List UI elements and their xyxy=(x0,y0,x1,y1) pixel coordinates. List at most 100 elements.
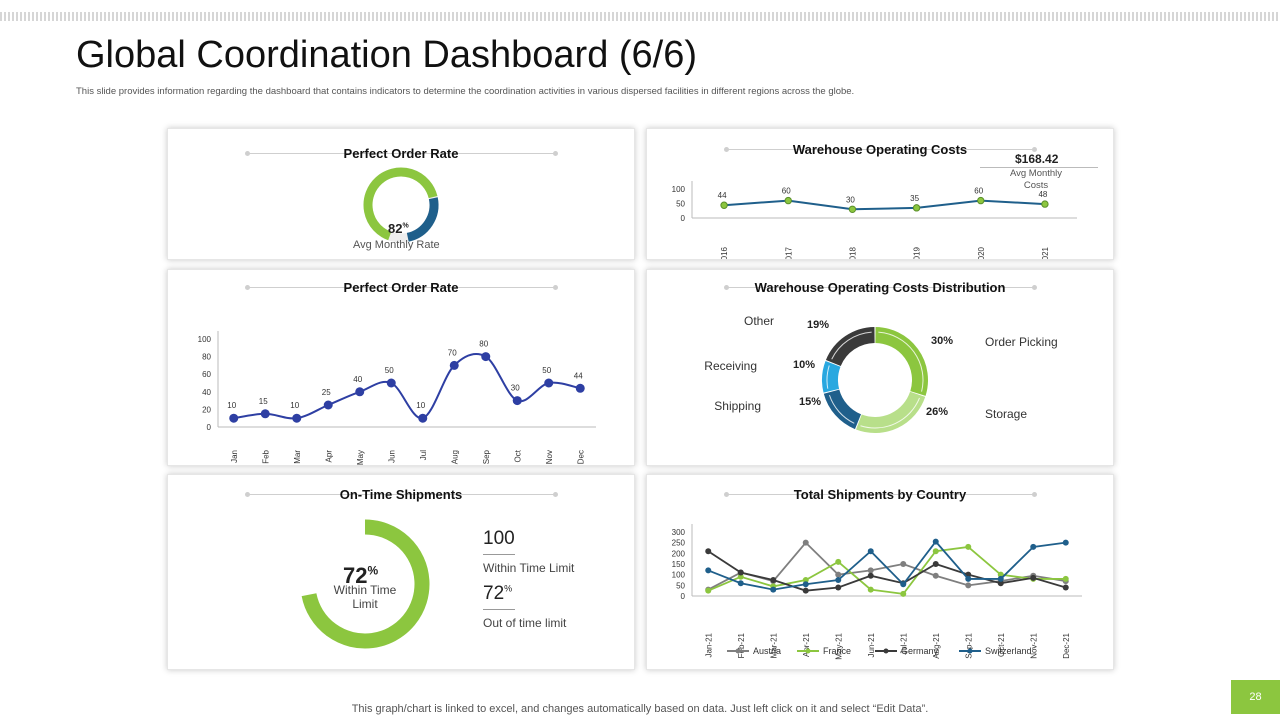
x-tick-label: Jul-21 xyxy=(899,632,908,654)
x-tick-label: Jun xyxy=(387,450,396,463)
gauge-value: 82% xyxy=(388,221,409,236)
series-line-costs xyxy=(724,199,1045,211)
x-tick-label: Dec-21 xyxy=(1062,632,1071,658)
y-tick-label: 20 xyxy=(202,405,211,414)
value-label: 15% xyxy=(799,396,821,408)
x-tick-label: 2019 xyxy=(913,246,922,259)
stat-within-divider xyxy=(483,554,515,555)
data-label: 48 xyxy=(1038,190,1047,199)
slice-highlight xyxy=(828,394,855,424)
x-tick-label: Oct xyxy=(513,449,522,462)
slice-highlight xyxy=(831,331,872,360)
data-label: 25 xyxy=(322,388,331,397)
data-point-austria xyxy=(867,567,874,574)
stat-out-label: Out of time limit xyxy=(483,616,567,630)
x-tick-label: 2016 xyxy=(720,246,729,259)
data-label: 50 xyxy=(542,366,551,375)
panel-on-time-shipments: On-Time Shipments 72% Within Time Limit … xyxy=(167,474,635,670)
x-tick-label: Nov-21 xyxy=(1029,632,1038,658)
data-label: 44 xyxy=(574,371,583,380)
category-label: Order Picking xyxy=(985,335,1058,349)
page-title: Global Coordination Dashboard (6/6) xyxy=(76,34,698,76)
data-point-germany xyxy=(997,580,1004,587)
data-point-france xyxy=(835,558,842,565)
value-label: 30% xyxy=(931,335,953,347)
y-tick-label: 0 xyxy=(681,592,686,601)
x-tick-label: Apr-21 xyxy=(802,632,811,657)
data-label: 10 xyxy=(227,401,236,410)
data-point-switzerland xyxy=(932,538,939,545)
data-point-france xyxy=(1062,575,1069,582)
panel-perfect-order-gauge: Perfect Order Rate 82% Avg Monthly Rate xyxy=(167,128,635,260)
donut-slice-shipping xyxy=(823,389,862,430)
data-point-france xyxy=(932,548,939,555)
slice-highlight xyxy=(878,331,924,392)
slice-highlight xyxy=(826,365,830,389)
legend-marker xyxy=(805,648,811,654)
panel-perfect-order-line: Perfect Order Rate 100 80 60 40 20 0 Jan Feb Mar… xyxy=(167,269,635,466)
x-tick-label: May xyxy=(356,450,365,465)
data-point-switzerland xyxy=(737,580,744,587)
avg-cost-divider xyxy=(980,167,1098,168)
x-tick-label: Aug-21 xyxy=(932,632,941,658)
data-label: 30 xyxy=(846,195,855,204)
data-point-rate xyxy=(575,383,585,393)
panel-title: Total Shipments by Country xyxy=(793,487,967,502)
legend-label: Austria xyxy=(753,646,781,656)
data-point-costs xyxy=(848,205,857,214)
title-decoration-line xyxy=(724,147,1037,152)
warehouse-costs-line-chart: 100 50 0 2016 2017 2018 2019 2020 2021 44 60 30 35 60… xyxy=(672,181,1077,259)
y-tick-label: 50 xyxy=(676,581,685,590)
x-tick-label: Feb xyxy=(261,449,270,463)
donut-slice-other xyxy=(825,327,876,367)
x-tick-label: Sep xyxy=(482,449,491,464)
data-point-switzerland xyxy=(965,575,972,582)
data-point-germany xyxy=(737,569,744,576)
stat-out-divider xyxy=(483,609,515,610)
data-point-france xyxy=(965,543,972,550)
legend-marker xyxy=(967,648,973,654)
data-label: 50 xyxy=(385,366,394,375)
data-point-costs xyxy=(912,204,921,212)
data-label: 15 xyxy=(259,397,268,406)
series-line-rate xyxy=(233,353,581,420)
data-point-rate xyxy=(229,413,239,423)
data-point-france xyxy=(867,586,874,593)
value-label: 26% xyxy=(926,406,948,418)
data-point-germany xyxy=(705,548,712,555)
on-time-value: 72% xyxy=(343,563,379,588)
data-label: 10 xyxy=(290,401,299,410)
x-tick-label: Oct-21 xyxy=(997,632,1006,657)
x-tick-label: Mar xyxy=(293,450,302,464)
value-label: 10% xyxy=(793,359,815,371)
data-label: 70 xyxy=(448,348,457,357)
data-label: 80 xyxy=(479,340,488,349)
data-label: 60 xyxy=(782,187,791,196)
y-tick-label: 40 xyxy=(202,388,211,397)
data-point-switzerland xyxy=(835,577,842,583)
legend-marker xyxy=(735,648,741,654)
series-line-germany xyxy=(707,550,1067,592)
data-point-austria xyxy=(900,561,907,567)
footer-note: This graph/chart is linked to excel, and… xyxy=(351,703,929,715)
data-point-austria xyxy=(835,571,842,578)
x-tick-label: 2020 xyxy=(977,246,986,259)
gauge-arc-perfect xyxy=(363,167,438,241)
legend-label: Germany xyxy=(901,646,939,656)
data-point-costs xyxy=(977,196,985,205)
panel-title: On-Time Shipments xyxy=(339,487,463,502)
title-decoration-line xyxy=(724,492,1037,497)
x-tick-label: Apr xyxy=(324,450,333,463)
avg-cost-label: Avg Monthly Costs xyxy=(1009,168,1063,191)
y-tick-label: 0 xyxy=(207,423,212,432)
data-point-rate xyxy=(512,396,522,406)
data-point-switzerland xyxy=(900,581,907,588)
data-label: 10 xyxy=(416,401,425,410)
panel-title: Perfect Order Rate xyxy=(343,280,459,295)
y-tick-label: 80 xyxy=(202,353,211,362)
page-subtitle: This slide provides information regardin… xyxy=(76,86,855,97)
data-point-rate xyxy=(481,352,491,362)
data-point-rate xyxy=(260,409,270,419)
donut-slice-storage xyxy=(856,391,926,433)
